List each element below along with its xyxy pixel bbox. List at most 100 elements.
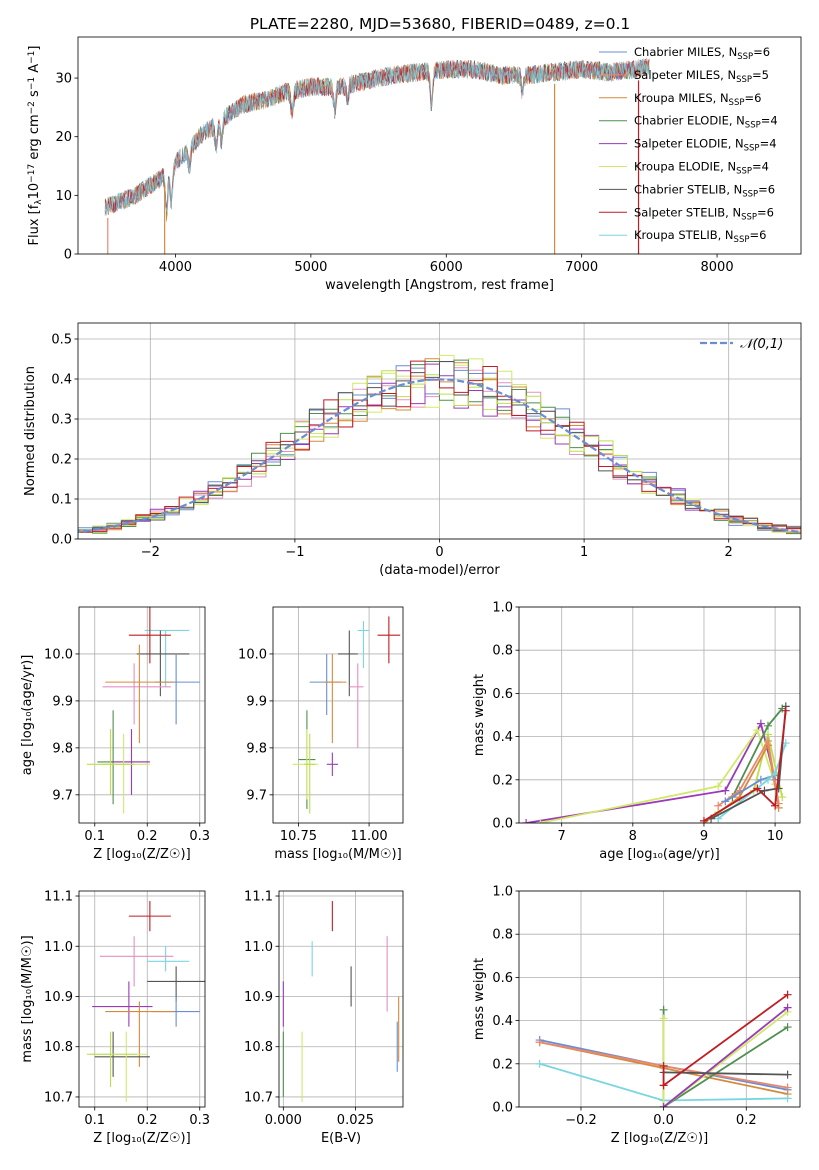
- axes-border: [518, 890, 801, 1108]
- weight-marker: [753, 726, 762, 735]
- y-tick-label: 0.0: [51, 533, 72, 548]
- weight-series-line: [525, 721, 776, 823]
- y-axis-label-part: Flux [f: [27, 204, 42, 245]
- weight-marker: [659, 1061, 668, 1070]
- legend-label: Kroupa ELODIE, NSSP=4: [634, 160, 769, 177]
- x-tick-label: 2: [725, 545, 733, 560]
- weight-marker: [783, 1083, 792, 1092]
- y-axis-label-part: ]: [27, 46, 42, 51]
- weight-marker: [714, 801, 723, 810]
- legend-label-text: Salpeter STELIB, N: [634, 205, 741, 219]
- y-tick-label: 0.5: [51, 333, 72, 348]
- axes-border: [78, 606, 206, 824]
- legend-label: 𝒩(0,1): [740, 337, 783, 352]
- weight-marker: [774, 784, 783, 793]
- x-tick-label: 0.025: [337, 1113, 374, 1128]
- plot-area: [535, 990, 792, 1107]
- x-axis-label: age [log₁₀(age/yr)]: [599, 847, 720, 862]
- x-tick-label: 11.00: [350, 829, 387, 844]
- x-tick-label: −0.2: [565, 1113, 597, 1128]
- y-tick-label: 9.9: [246, 694, 267, 709]
- y-tick-label: 0.8: [492, 644, 513, 659]
- residuals-histogram-panel: −2 −1 0 1 2 0.0 0.1 0.2 0.3 0.4 0.5 (data-model)/er…: [23, 322, 802, 578]
- weight-marker: [659, 1014, 668, 1023]
- legend-label-sub: SSP: [737, 52, 753, 62]
- plot-area: [292, 616, 401, 814]
- weight-vs-metallicity-panel: −0.2 0.0 0.2 0.0 0.2 0.4 0.6 0.8 1.0 Z [log₁₀(Z/Z…: [472, 885, 801, 1146]
- y-axis-label-part: −1: [27, 51, 37, 64]
- y-tick-label: 9.7: [52, 788, 73, 803]
- weight-marker: [783, 1003, 792, 1012]
- legend-label: Chabrier STELIB, NSSP=6: [634, 182, 775, 199]
- weight-marker: [756, 719, 765, 728]
- histogram-legend: 𝒩(0,1): [700, 337, 783, 352]
- weight-marker: [771, 769, 780, 778]
- axes-frame: 10.75 11.00 9.7 9.8 9.9 10.0 mass [log₁₀(M/M☉)…: [238, 606, 404, 862]
- x-axis-label: (data-model)/error: [379, 563, 500, 578]
- weight-marker: [778, 793, 787, 802]
- weight-marker: [783, 1023, 792, 1032]
- weight-marker: [535, 1059, 544, 1068]
- y-tick-label: 0.0: [492, 1101, 513, 1116]
- plot-area: [104, 57, 650, 254]
- x-axis-label: Z [log₁₀(Z/Z☉)]: [93, 847, 190, 862]
- x-tick-label: 1: [580, 545, 588, 560]
- x-axis-label: Z [log₁₀(Z/Z☉)]: [93, 1131, 190, 1146]
- x-tick-label: 5000: [294, 260, 327, 275]
- weight-marker: [659, 1081, 668, 1090]
- y-tick-label: 0.4: [492, 730, 513, 745]
- y-tick-label: 0: [64, 248, 72, 263]
- x-tick-label: 8000: [701, 260, 734, 275]
- age-vs-metallicity-panel: 0.1 0.2 0.3 9.7 9.8 9.9 10.0 Z [log₁₀(Z/Z☉)] age…: [20, 606, 210, 862]
- y-tick-label: 0.4: [492, 1014, 513, 1029]
- y-tick-label: 0.3: [51, 413, 72, 428]
- x-tick-label: 4000: [159, 260, 192, 275]
- weight-vs-age-panel: 7 8 9 10 0.0 0.2 0.4 0.6 0.8 1.0 age [log₁₀(age/yr…: [472, 601, 801, 862]
- spectrum-line: [104, 59, 650, 219]
- y-tick-label: 30: [55, 72, 72, 87]
- x-axis-label: mass [log₁₀(M/M☉)]: [274, 847, 401, 862]
- legend-label-suffix: =6: [757, 205, 774, 219]
- y-axis-label: Flux [fλ10−17 erg cm−2 s−1 A−1]: [27, 46, 44, 246]
- y-axis-label-part: erg cm: [27, 114, 42, 163]
- legend-label-sub: SSP: [729, 97, 745, 107]
- legend-label-sub: SSP: [744, 143, 760, 153]
- y-tick-label: 0.2: [492, 1057, 513, 1072]
- x-tick-label: 10: [767, 829, 784, 844]
- axes-frame: 7 8 9 10 0.0 0.2 0.4 0.6 0.8 1.0 age [log₁₀(age/yr…: [472, 601, 801, 862]
- y-tick-label: 0.2: [51, 453, 72, 468]
- y-tick-label: 20: [55, 130, 72, 145]
- y-axis-label-part: −2: [27, 101, 37, 114]
- legend-label-text: Chabrier MILES, N: [634, 45, 737, 59]
- y-axis-label: age [log₁₀(age/yr)]: [20, 655, 35, 776]
- weight-marker: [763, 736, 772, 745]
- weight-marker: [721, 797, 730, 806]
- y-tick-label: 0.6: [492, 971, 513, 986]
- legend-label-suffix: =5: [752, 68, 769, 82]
- y-tick-label: 9.9: [52, 694, 73, 709]
- weight-marker: [760, 786, 769, 795]
- axes-frame: −2 −1 0 1 2 0.0 0.1 0.2 0.3 0.4 0.5 (data-model)/er…: [23, 322, 802, 578]
- y-axis-label: mass weight: [472, 958, 487, 1040]
- x-tick-label: −2: [141, 545, 160, 560]
- weight-marker: [699, 816, 708, 823]
- weight-marker: [753, 784, 762, 793]
- legend-label: Chabrier MILES, NSSP=6: [634, 45, 770, 62]
- legend-label-sub: SSP: [745, 120, 761, 130]
- x-tick-label: 0.1: [84, 1113, 105, 1128]
- y-axis-label-part: 10: [27, 183, 42, 200]
- weight-series-line: [663, 1071, 788, 1076]
- weight-marker: [536, 819, 545, 823]
- legend-label-sub: SSP: [741, 212, 757, 222]
- legend-label: Salpeter MILES, NSSP=5: [634, 68, 769, 85]
- weight-marker: [659, 1103, 668, 1107]
- legend-label-sub: SSP: [736, 166, 752, 176]
- x-tick-label: 7000: [565, 260, 598, 275]
- x-axis-label: Z [log₁₀(Z/Z☉)]: [611, 1131, 708, 1146]
- x-tick-label: 9: [700, 829, 708, 844]
- weight-marker: [781, 706, 790, 715]
- weight-marker: [522, 819, 531, 823]
- legend-label-suffix: =6: [758, 182, 775, 196]
- weight-marker: [714, 814, 723, 823]
